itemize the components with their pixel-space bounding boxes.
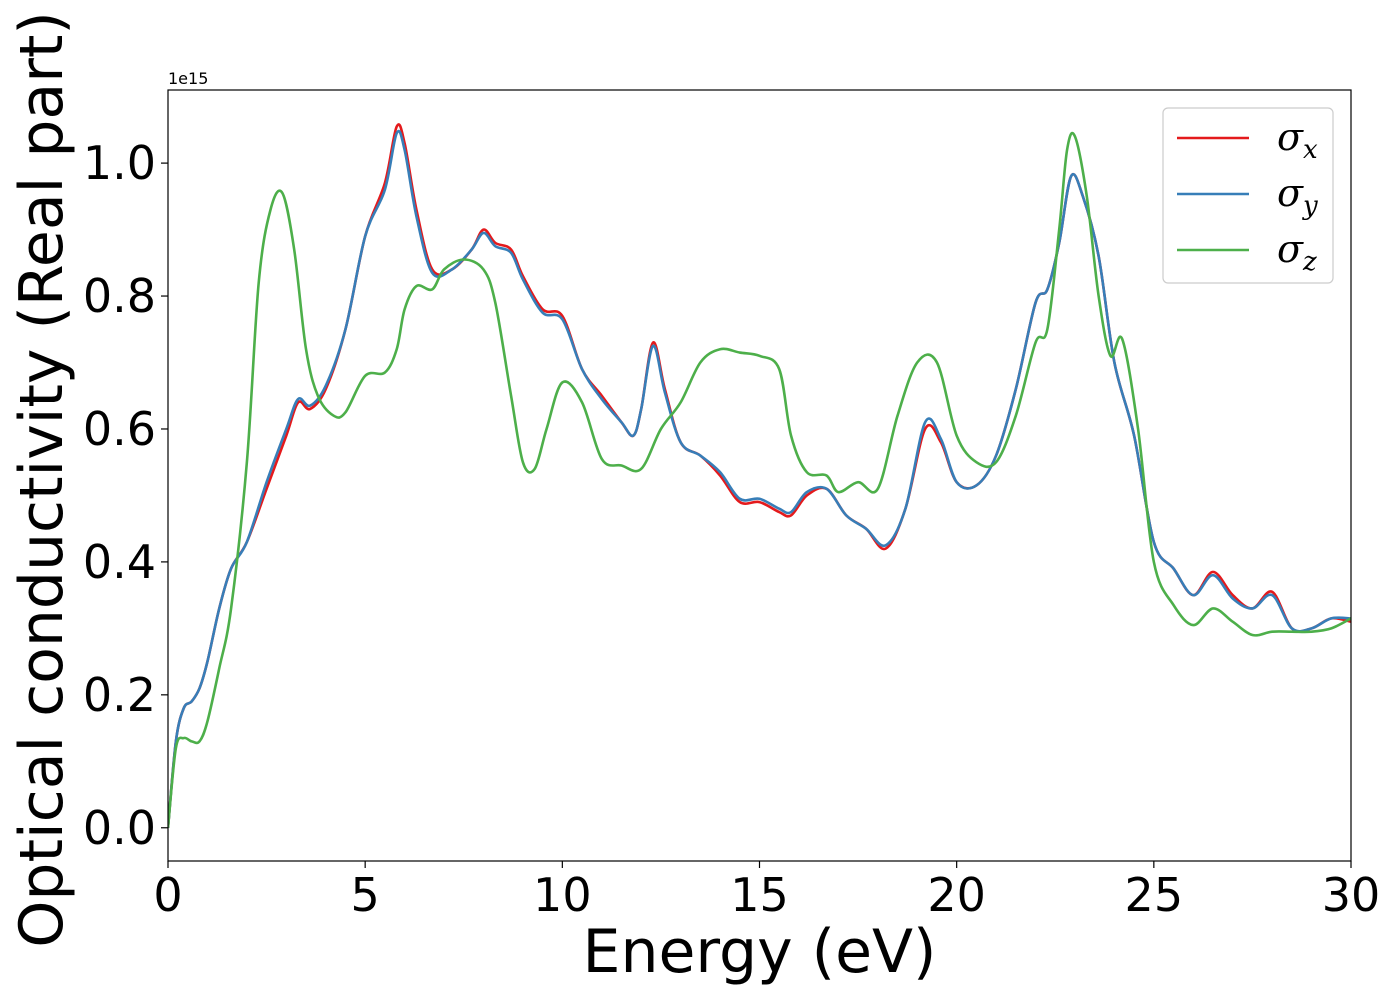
x-tick-label: 5 <box>351 868 380 922</box>
legend-label-x: σx <box>1277 115 1318 165</box>
y-tick-label: 1.0 <box>83 136 156 190</box>
y-offset-label: 1e15 <box>168 69 208 88</box>
legend-box <box>1162 107 1334 284</box>
x-tick-label: 15 <box>730 868 789 922</box>
x-tick-label: 30 <box>1322 868 1381 922</box>
series-line-y <box>168 129 1351 828</box>
y-tick-label: 0.8 <box>83 269 156 323</box>
x-tick-label: 25 <box>1125 868 1184 922</box>
series-line-z <box>168 131 1351 828</box>
x-tick-label: 0 <box>153 868 182 922</box>
x-tick-label: 10 <box>533 868 592 922</box>
y-axis: 0.0 0.2 0.4 0.6 0.8 1.0 <box>83 136 168 855</box>
x-tick-label: 20 <box>927 868 986 922</box>
legend: σx σy σz <box>1162 107 1334 284</box>
y-axis-title: Optical conductivity (Real part) <box>7 11 77 948</box>
y-tick-label: 0.4 <box>83 535 156 589</box>
y-tick-label: 0.0 <box>83 801 156 855</box>
legend-label-z: σz <box>1277 227 1317 277</box>
series-layer <box>168 123 1351 828</box>
x-axis-title: Energy (eV) <box>583 917 937 987</box>
legend-label-y: σy <box>1277 171 1318 221</box>
x-axis: 0 5 10 15 20 25 30 <box>153 861 1380 922</box>
y-tick-label: 0.2 <box>83 668 156 722</box>
y-tick-label: 0.6 <box>83 402 156 456</box>
